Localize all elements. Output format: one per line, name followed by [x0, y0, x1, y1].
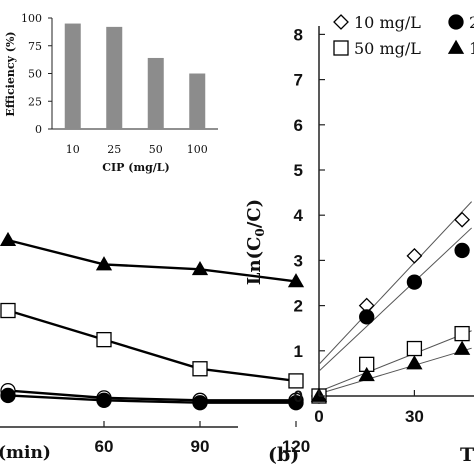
panel-a-x-tick-label: 120	[282, 437, 310, 456]
panel-b-y-tick-label: 2	[294, 297, 303, 316]
panel-a-x-tick-label: 60	[95, 437, 114, 456]
panel-b-y-tick-label: 6	[294, 116, 303, 135]
panel-b-legend-label: 25	[469, 13, 474, 32]
inset-x-axis-label: CIP (mg/L)	[102, 161, 170, 174]
panel-b-legend-marker	[448, 14, 464, 30]
panel-b-point	[406, 247, 423, 264]
panel-b-fit-line	[318, 227, 472, 372]
panel-b-y-tick-label: 0	[294, 387, 303, 406]
inset-y-tick-label: 0	[35, 123, 42, 136]
panel-b-y-tick-label: 3	[294, 251, 303, 270]
panel-b-point	[454, 242, 470, 259]
panel-a-series-line	[7, 238, 297, 283]
panel-b-legend-label: 10 mg/L	[354, 13, 421, 32]
panel-a-point	[0, 387, 16, 404]
panel-b-point	[359, 309, 375, 325]
panel-a-series-line	[7, 394, 296, 404]
panel-a-series-line	[7, 389, 296, 402]
panel-a-point	[96, 392, 112, 408]
inset-bar-chart: 0 25 50 75 100 10 25 50 100 Efficiency (%) CIP …	[4, 12, 218, 174]
panel-a-x-tick-label: 90	[191, 437, 210, 456]
panel-a-point	[0, 302, 16, 319]
panel-b-chart: 0 1 2 3 4 5 6 7 8 0 30 10 mg/L 25 50 mg/L 10 Ln(C0/C…	[244, 13, 474, 466]
panel-a-point	[96, 331, 112, 348]
panel-b-point	[358, 366, 375, 382]
panel-b-fit-line	[318, 330, 472, 392]
panel-b-y-axis-label: Ln(C0/C)	[244, 199, 267, 285]
panel-a-x-axis-label: (min)	[0, 443, 51, 463]
panel-b-y-tick-label: 5	[294, 161, 303, 180]
panel-b-point	[406, 274, 423, 290]
inset-y-tick-label: 25	[28, 95, 42, 108]
inset-x-tick-label: 10	[66, 143, 80, 156]
panel-a-point	[192, 395, 208, 411]
inset-bar	[147, 57, 164, 129]
panel-b-x-tick-label: 0	[314, 407, 323, 426]
panel-a-point	[192, 361, 208, 377]
panel-b-fit-line	[318, 201, 473, 365]
panel-b-point	[406, 340, 423, 357]
panel-a-point	[287, 273, 305, 288]
inset-x-tick-label: 25	[107, 143, 121, 156]
inset-y-tick-label: 75	[28, 40, 42, 53]
panel-b-point	[406, 355, 423, 370]
inset-y-axis-label: Efficiency (%)	[4, 31, 17, 116]
panel-b-legend-marker	[333, 14, 349, 30]
panel-b-y-tick-label: 8	[294, 25, 303, 44]
panel-b-legend-marker	[447, 39, 465, 54]
panel-b-legend-label: 50 mg/L	[354, 39, 421, 58]
panel-a-point	[288, 395, 304, 411]
panel-a-chart: 60 90 120 (min)	[0, 231, 310, 463]
inset-bar	[189, 73, 206, 129]
inset-y-tick-label: 100	[21, 12, 42, 25]
panel-b-x-axis-label: T	[460, 444, 474, 466]
panel-b-x-tick-label: 30	[405, 407, 424, 426]
panel-a-point	[191, 260, 209, 276]
panel-a-point	[95, 256, 113, 271]
panel-b-y-tick-label: 4	[294, 206, 304, 225]
panel-b-y-tick-label: 1	[294, 342, 303, 361]
panel-b-legend-marker	[333, 40, 349, 56]
inset-x-tick-label: 50	[149, 143, 163, 156]
panel-b-point	[454, 325, 470, 342]
panel-a-point	[288, 373, 304, 389]
panel-a-series-line	[7, 309, 297, 383]
panel-b-legend-label: 10	[469, 39, 474, 58]
panel-b-point	[454, 211, 471, 228]
inset-bar	[64, 23, 81, 129]
panel-b-point	[453, 340, 471, 355]
inset-y-tick-label: 50	[28, 68, 42, 81]
panel-b-fit-line	[318, 347, 472, 395]
panel-a-point	[0, 231, 17, 247]
inset-bar	[106, 26, 123, 130]
panel-b-label: (b)	[268, 444, 299, 466]
inset-x-tick-label: 100	[187, 143, 208, 156]
panel-b-y-tick-label: 7	[294, 71, 303, 90]
